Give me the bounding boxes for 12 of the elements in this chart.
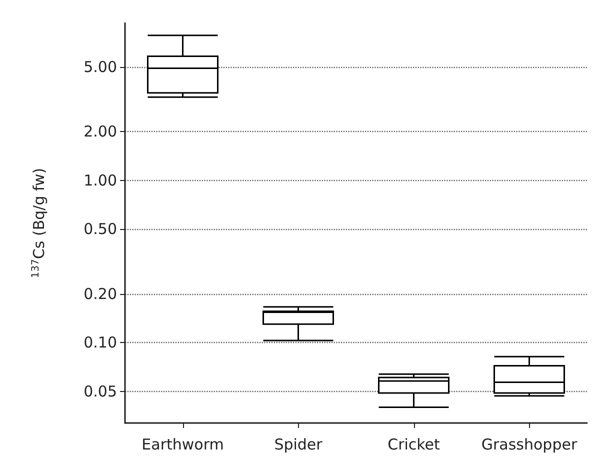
x-tick-label: Spider <box>274 436 324 454</box>
y-tick-label: 2.00 <box>84 122 117 140</box>
y-tick-label: 0.50 <box>84 220 117 238</box>
y-axis-title: 137Cs (Bq/g fw) <box>30 168 48 278</box>
x-tick-label: Grasshopper <box>481 436 578 454</box>
y-tick-label: 1.00 <box>84 171 117 190</box>
y-tick-label: 5.00 <box>84 58 117 76</box>
y-tick-label: 0.20 <box>84 284 117 303</box>
y-tick-label: 0.10 <box>84 334 117 352</box>
y-tick-label: 0.05 <box>84 382 117 401</box>
x-tick-label: Cricket <box>388 436 440 454</box>
x-tick-label: Earthworm <box>142 436 224 454</box>
